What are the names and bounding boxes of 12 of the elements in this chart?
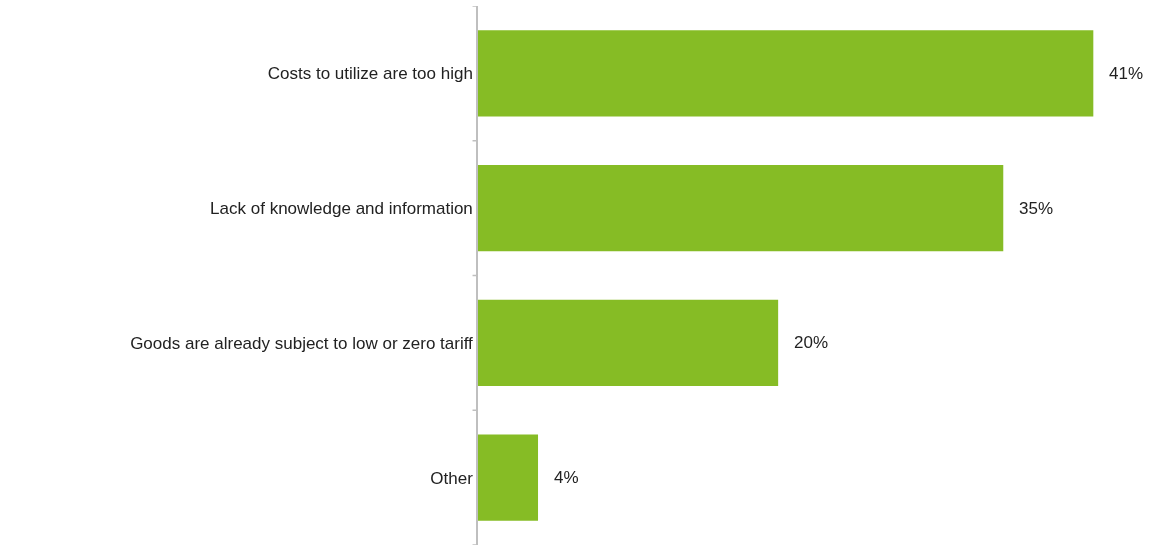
bar	[478, 30, 1094, 117]
bar	[478, 299, 779, 386]
y-tick-label: Lack of knowledge and information	[210, 199, 473, 219]
bar	[478, 434, 539, 521]
y-tick-label: Other	[430, 468, 474, 488]
data-label: 41%	[1109, 64, 1144, 83]
y-tick-label: Goods are already subject to low or zero tariff	[130, 333, 474, 353]
y-tick-label: Costs to utilize are too high	[267, 64, 473, 84]
data-label: 4%	[554, 468, 579, 487]
bar	[478, 165, 1004, 252]
data-label: 20%	[794, 333, 829, 352]
data-label: 35%	[1019, 199, 1054, 218]
